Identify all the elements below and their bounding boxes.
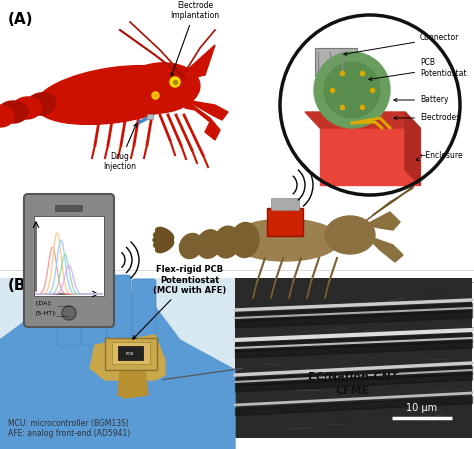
Text: (A): (A) xyxy=(8,12,34,27)
Ellipse shape xyxy=(325,216,375,254)
Ellipse shape xyxy=(0,105,14,127)
Text: [DA]:   ____: [DA]: ____ xyxy=(36,300,71,306)
Text: (B): (B) xyxy=(8,278,33,293)
FancyBboxPatch shape xyxy=(271,198,299,210)
Text: Electrode
Implantation: Electrode Implantation xyxy=(171,0,219,76)
Text: Drug
Injection: Drug Injection xyxy=(103,123,137,172)
Ellipse shape xyxy=(230,219,340,261)
Polygon shape xyxy=(365,212,400,230)
FancyBboxPatch shape xyxy=(147,114,153,119)
Ellipse shape xyxy=(231,223,259,257)
Polygon shape xyxy=(0,290,235,449)
Polygon shape xyxy=(0,315,55,385)
FancyBboxPatch shape xyxy=(57,285,81,346)
Ellipse shape xyxy=(180,233,202,259)
Text: ←Enclosure: ←Enclosure xyxy=(416,150,464,161)
Ellipse shape xyxy=(36,66,194,124)
Polygon shape xyxy=(185,100,220,140)
Text: MCU: microcontroller (BGM13S)
AFE: analog front-end (AD5941): MCU: microcontroller (BGM13S) AFE: analo… xyxy=(8,418,130,438)
Polygon shape xyxy=(405,112,420,185)
FancyBboxPatch shape xyxy=(107,275,131,341)
Ellipse shape xyxy=(40,89,70,111)
Circle shape xyxy=(324,62,380,118)
FancyBboxPatch shape xyxy=(235,278,472,438)
FancyBboxPatch shape xyxy=(132,279,156,340)
Ellipse shape xyxy=(154,231,173,242)
Ellipse shape xyxy=(154,238,173,249)
FancyBboxPatch shape xyxy=(315,48,357,76)
FancyBboxPatch shape xyxy=(82,277,106,345)
Ellipse shape xyxy=(120,63,200,113)
Polygon shape xyxy=(185,45,215,78)
FancyBboxPatch shape xyxy=(24,194,114,327)
FancyBboxPatch shape xyxy=(267,208,303,236)
FancyBboxPatch shape xyxy=(34,216,104,296)
Circle shape xyxy=(62,306,76,320)
Text: 10 μm: 10 μm xyxy=(406,403,438,413)
Polygon shape xyxy=(320,128,420,185)
Ellipse shape xyxy=(26,93,56,115)
Text: Connector: Connector xyxy=(344,34,459,55)
Ellipse shape xyxy=(155,239,173,253)
Polygon shape xyxy=(185,100,228,120)
Text: CFME: CFME xyxy=(336,386,370,396)
FancyBboxPatch shape xyxy=(105,338,157,370)
Ellipse shape xyxy=(214,226,240,258)
Polygon shape xyxy=(365,235,403,262)
FancyBboxPatch shape xyxy=(112,342,150,364)
Circle shape xyxy=(170,77,180,87)
Ellipse shape xyxy=(155,227,173,241)
Ellipse shape xyxy=(12,97,42,119)
Polygon shape xyxy=(305,112,420,128)
Ellipse shape xyxy=(153,235,173,245)
Polygon shape xyxy=(90,335,165,380)
Circle shape xyxy=(314,52,390,128)
Polygon shape xyxy=(118,370,148,398)
FancyBboxPatch shape xyxy=(55,205,83,212)
Text: Flex-rigid PCB
Potentiostat
(MCU with AFE): Flex-rigid PCB Potentiostat (MCU with AF… xyxy=(133,265,227,339)
Text: Battery: Battery xyxy=(394,96,448,105)
FancyBboxPatch shape xyxy=(118,346,143,360)
Text: EC/Nafion-CNT: EC/Nafion-CNT xyxy=(308,372,398,382)
Text: Electrodes: Electrodes xyxy=(394,114,460,123)
Ellipse shape xyxy=(0,101,28,123)
FancyBboxPatch shape xyxy=(0,278,235,440)
Text: [5-HT]:____: [5-HT]:____ xyxy=(36,310,70,316)
Text: PCB
Potentiostat: PCB Potentiostat xyxy=(369,58,466,80)
Text: PCB: PCB xyxy=(126,352,134,356)
Ellipse shape xyxy=(197,230,221,258)
Circle shape xyxy=(280,15,460,195)
